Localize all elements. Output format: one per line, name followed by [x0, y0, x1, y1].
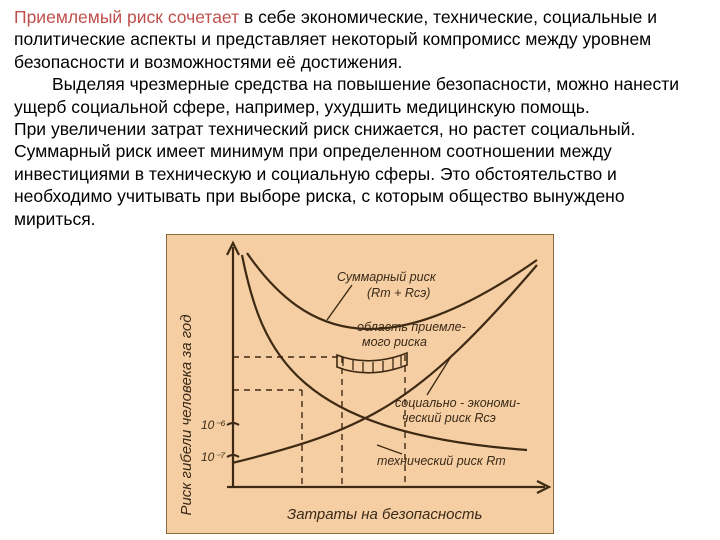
- y-axis-label: Риск гибели человека за год: [178, 314, 195, 515]
- paragraph-1: Приемлемый риск сочетает в себе экономич…: [14, 6, 706, 73]
- x-axis-label: Затраты на безопасность: [287, 506, 482, 523]
- highlight-term: Приемлемый риск сочетает: [14, 7, 239, 27]
- label-area-2: мого риска: [362, 335, 427, 349]
- ytick-2: 10⁻⁷: [201, 450, 226, 464]
- leader-tech: [377, 445, 402, 454]
- risk-chart: 10⁻⁶ 10⁻⁷ Риск гибели человека за год За…: [166, 234, 554, 534]
- acceptable-region: [337, 353, 407, 373]
- label-social-1: социально - экономи-: [395, 396, 520, 410]
- paragraph-3: При увеличении затрат технический риск с…: [14, 118, 706, 230]
- label-sum-1: Суммарный риск: [337, 270, 437, 284]
- label-tech: технический риск Rт: [377, 454, 506, 468]
- label-social-2: ческий риск Rсэ: [402, 411, 496, 425]
- label-area-1: область приемле-: [357, 320, 466, 334]
- label-sum-2: (Rт + Rсэ): [367, 286, 430, 300]
- ytick-1: 10⁻⁶: [201, 418, 226, 432]
- leader-sum: [327, 285, 352, 320]
- paragraph-2: Выделяя чрезмерные средства на повышение…: [14, 73, 706, 118]
